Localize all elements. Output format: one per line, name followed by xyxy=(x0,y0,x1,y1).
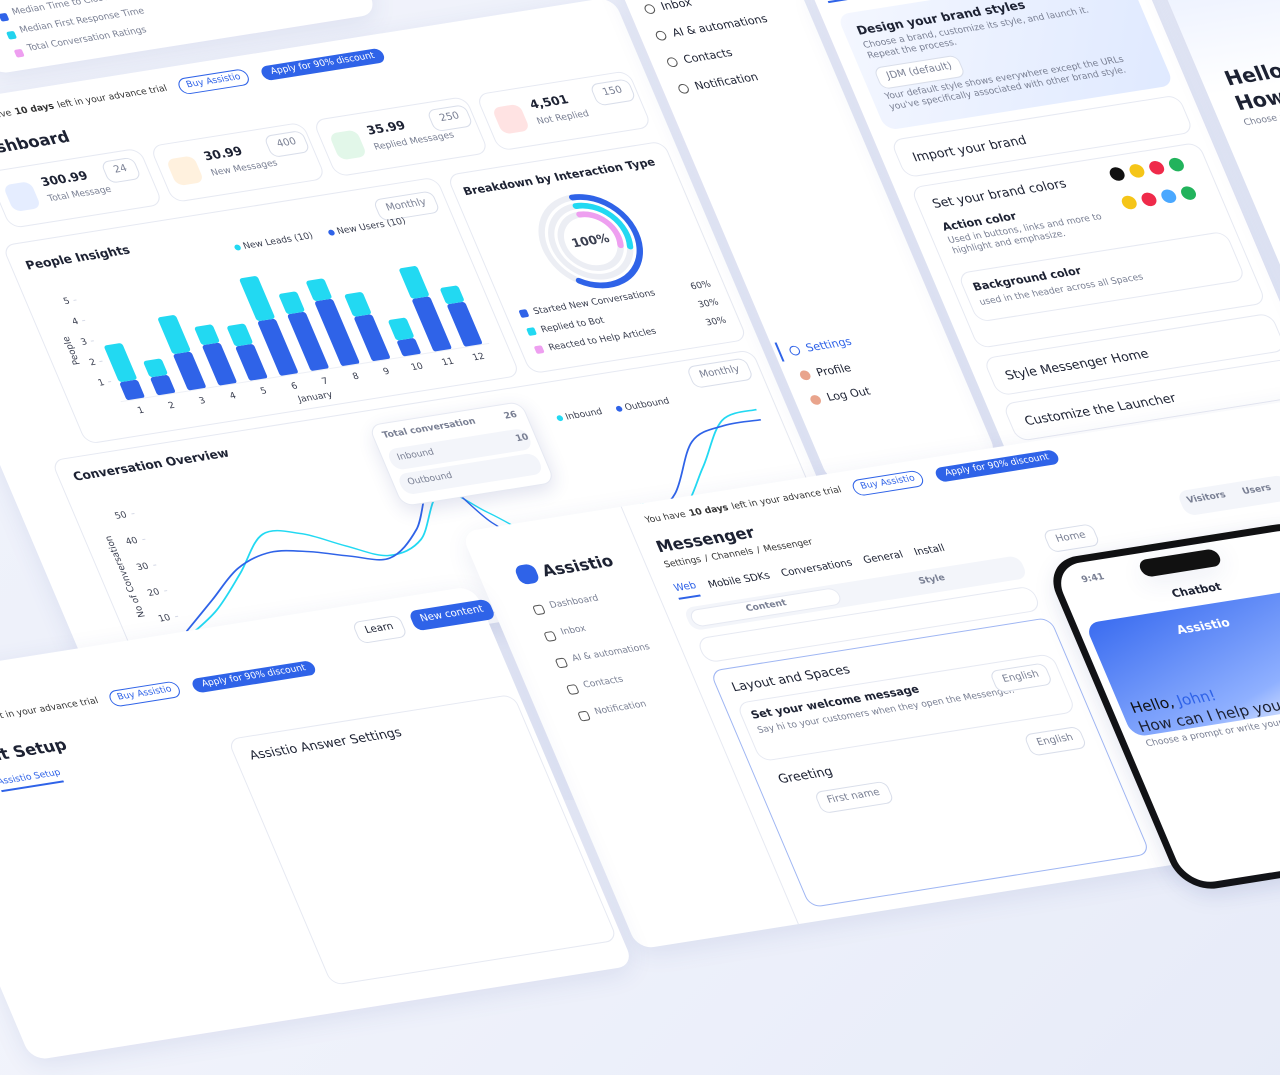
bar-segment xyxy=(194,324,220,345)
y-tick-label: 30 xyxy=(135,562,150,573)
x-tick-label: 3 xyxy=(198,396,208,406)
bar-segment xyxy=(104,343,138,383)
bar-segment xyxy=(446,302,483,348)
bar-segment xyxy=(143,358,168,377)
legend-swatch xyxy=(518,309,529,318)
tab[interactable]: Install xyxy=(912,543,947,560)
legend-dot xyxy=(556,415,564,422)
x-tick-label: 11 xyxy=(440,357,455,368)
bar-segment xyxy=(388,317,415,340)
x-tick-label: 8 xyxy=(351,372,361,382)
legend-label: Inbound xyxy=(564,407,604,422)
x-tick-label: 1 xyxy=(136,406,146,416)
y-tick-label: 1 xyxy=(97,378,107,388)
y-tick-label: 5 xyxy=(62,297,72,307)
page-body: {"top_legend":{"items":["Median Time to … xyxy=(0,0,1280,800)
bar-segment xyxy=(202,342,238,386)
page: Assistio UI collage *{box-sizing:border-… xyxy=(0,0,1280,800)
bar-segment xyxy=(235,344,268,382)
y-tick-label: 10 xyxy=(157,613,172,624)
trial-days: 10 days xyxy=(688,503,731,520)
bar-segment xyxy=(150,375,176,396)
legend-label: New Leads (10) xyxy=(242,231,315,251)
x-tick-label: 12 xyxy=(471,352,486,363)
x-tick-label: 5 xyxy=(259,387,269,397)
bar-segment xyxy=(278,291,305,314)
bar-segment xyxy=(226,323,253,346)
center-label: 100% xyxy=(569,231,611,250)
legend-label: New Users (10) xyxy=(336,217,408,237)
trial-days: 10 days xyxy=(13,102,56,119)
bar-segment xyxy=(398,266,429,299)
legend-swatch xyxy=(534,345,545,354)
bar-segment xyxy=(173,351,207,391)
value-label: 30% xyxy=(697,298,721,311)
x-tick-label: 7 xyxy=(321,377,331,387)
bar-segment xyxy=(305,278,332,301)
bar-segment xyxy=(439,285,464,304)
y-tick-label: 2 xyxy=(88,358,98,368)
x-tick-label: 2 xyxy=(167,401,177,411)
bar-segment xyxy=(411,296,452,352)
legend-label: Started New Conversations xyxy=(532,289,657,318)
value-label: 60% xyxy=(689,280,713,293)
bar-segment xyxy=(119,379,145,400)
bar-segment xyxy=(344,292,372,317)
legend-dot xyxy=(615,405,623,412)
breadcrumb-separator: / xyxy=(755,546,763,557)
breadcrumb-separator: / xyxy=(703,554,711,565)
bar-segment xyxy=(353,314,390,362)
value-label: 30% xyxy=(704,316,728,329)
y-tick-label: 3 xyxy=(79,338,89,348)
x-tick-label: 9 xyxy=(382,367,392,377)
y-tick-label: 20 xyxy=(146,588,161,599)
bar-segment xyxy=(239,276,276,322)
legend-label: Outbound xyxy=(623,397,671,413)
legend-swatch xyxy=(526,327,537,336)
bar-segment xyxy=(396,338,421,357)
y-tick-label: 40 xyxy=(124,536,139,547)
trial-text: You have xyxy=(644,510,689,527)
legend-label: Replied to Bot xyxy=(540,316,607,335)
legend-dot xyxy=(233,244,241,251)
legend-dot xyxy=(327,229,335,236)
x-tick-label: 10 xyxy=(410,362,425,373)
x-axis-label: January xyxy=(296,390,335,405)
x-tick-label: 4 xyxy=(228,391,238,401)
y-tick-label: 4 xyxy=(71,317,81,327)
bar-segment xyxy=(157,315,191,355)
x-tick-label: 6 xyxy=(290,382,300,392)
y-tick-label: 50 xyxy=(113,510,128,521)
